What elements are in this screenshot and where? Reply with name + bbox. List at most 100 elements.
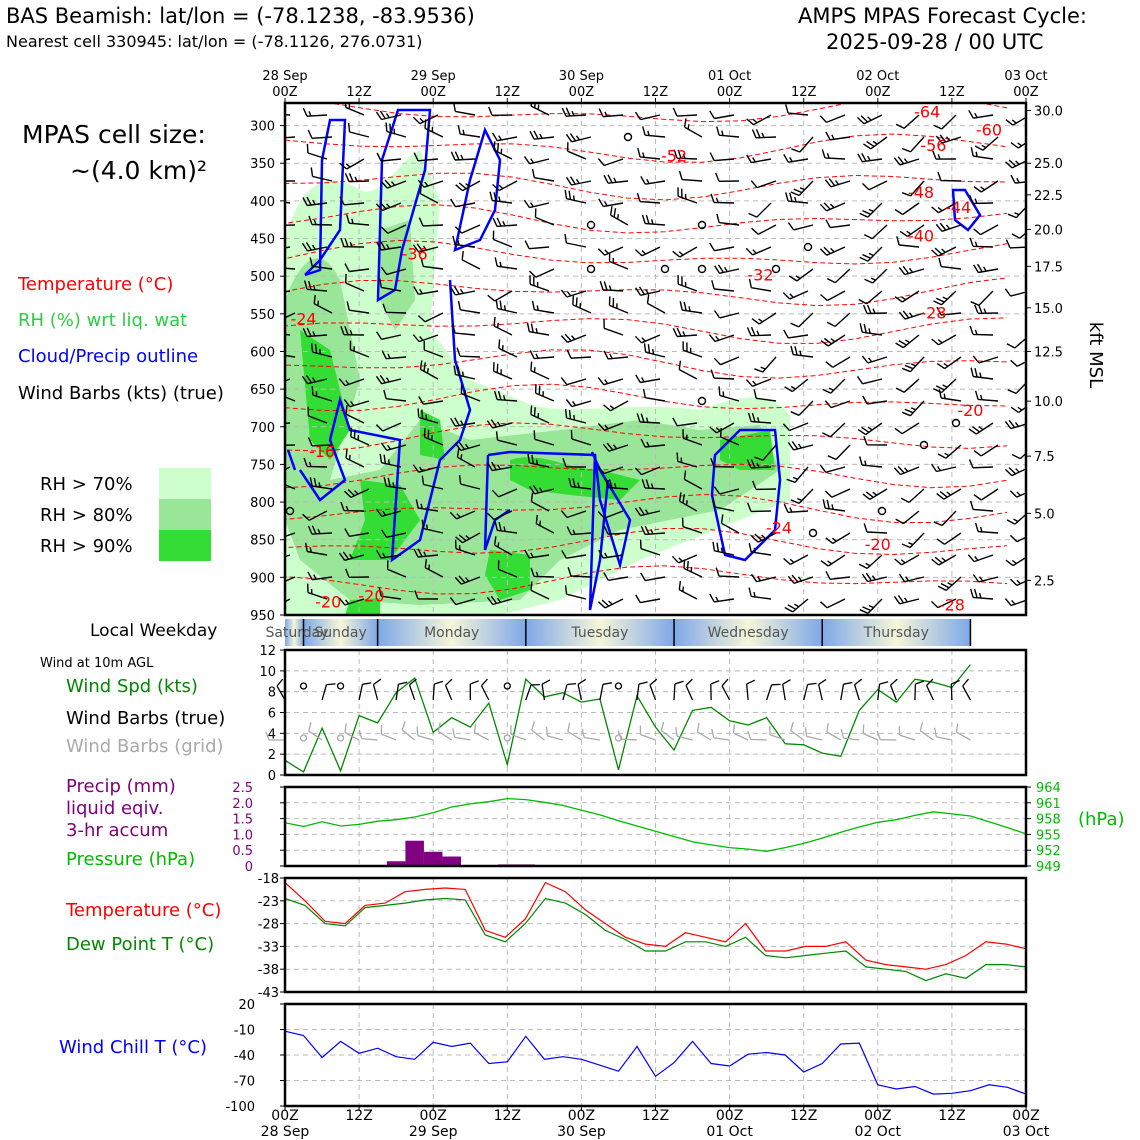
wind-barb <box>492 230 513 248</box>
wind-barb <box>820 598 846 609</box>
calm-wind-marker <box>877 506 887 516</box>
wind-barb <box>973 224 999 236</box>
bottom-x-tick-date: 28 Sep <box>261 1124 310 1140</box>
wind-barb-grid <box>437 722 453 741</box>
top-x-tick-hour: 00Z <box>865 85 891 100</box>
right-y-tick-label: 2.5 <box>1034 574 1055 589</box>
wind-barb <box>641 214 666 226</box>
wind-barb-true <box>372 678 382 701</box>
temperature-contour-label: -28 <box>939 595 965 614</box>
wind-barb <box>1009 534 1026 543</box>
right-y-tick-label: 12.5 <box>1034 345 1063 360</box>
calm-wind-marker <box>919 440 929 450</box>
wind-barb <box>285 466 291 471</box>
wind-barb <box>376 549 402 559</box>
windchill-line <box>284 1030 1027 1095</box>
wind-barb <box>309 477 333 490</box>
wind-barb <box>783 554 809 566</box>
temperature-contour-label: -36 <box>402 245 428 264</box>
wind-barb <box>972 574 999 583</box>
wind-barb <box>379 278 402 292</box>
wind-barb <box>677 187 698 204</box>
wind-y-tick-label: 2 <box>268 748 276 763</box>
wind-barb <box>783 154 809 163</box>
wind-barb <box>498 339 518 358</box>
wind-barb <box>383 477 407 490</box>
wind-barb <box>306 143 328 160</box>
weekday-name: Wednesday <box>708 625 789 641</box>
wind-barb <box>970 147 994 160</box>
wind-barb <box>820 290 846 302</box>
wind-barb <box>381 350 407 360</box>
legend-rh80-label: RH > 80% <box>40 505 133 526</box>
wind-barb <box>682 429 703 446</box>
wind-barb <box>375 508 402 517</box>
wind-barb <box>285 224 296 226</box>
precip-label-1: Precip (mm) <box>66 776 176 797</box>
wind-barb <box>825 570 851 580</box>
right-y-tick-label: 5.0 <box>1034 507 1055 522</box>
wind-barb <box>493 390 518 402</box>
wind-barb <box>677 275 698 292</box>
wind-speed-line <box>284 664 971 773</box>
wind-barb <box>931 246 957 257</box>
wind-barb <box>969 500 994 512</box>
wind-barb <box>713 356 740 366</box>
wind-barb <box>530 492 550 512</box>
wind-barb-grid <box>840 729 860 741</box>
wind-barb <box>412 464 439 473</box>
bottom-x-tick-hour: 00Z <box>271 1108 298 1124</box>
temperature-contour-label: -20 <box>957 401 983 420</box>
left-y-tick-label: 950 <box>250 609 275 624</box>
wind-barb <box>715 172 740 182</box>
wind-barb <box>457 300 481 314</box>
wind-barb <box>748 202 772 218</box>
left-y-tick-label: 750 <box>250 458 275 473</box>
wind-barb-grid <box>790 721 805 741</box>
wind-barb <box>487 510 513 521</box>
wind-barb <box>896 236 920 248</box>
wind-barb <box>708 334 735 343</box>
wind-barb <box>449 510 476 520</box>
bottom-x-tick-hour: 00Z <box>716 1108 743 1124</box>
wind-barb <box>419 360 439 380</box>
windchill-label: Wind Chill T (°C) <box>59 1037 207 1058</box>
wind-barb <box>634 506 661 517</box>
temperature-contour <box>285 317 1008 344</box>
weekday-band <box>822 619 971 646</box>
wind-barb <box>820 334 846 347</box>
precip-pressure-frame <box>283 785 1028 868</box>
wind-barb <box>712 497 735 512</box>
wind-barb <box>487 290 513 302</box>
wind-barb <box>453 103 476 116</box>
wind-barb <box>301 375 328 385</box>
wind-barb <box>347 123 370 138</box>
wind-barb-true <box>636 681 648 701</box>
wind-barb <box>524 240 550 250</box>
wind-barb <box>560 377 587 386</box>
wind-barb-grid <box>876 730 897 741</box>
rh90-region <box>300 330 350 460</box>
wind-barb <box>787 574 814 584</box>
wind-barb <box>901 180 925 197</box>
wind-barb <box>418 396 444 405</box>
wind-barb <box>420 257 444 270</box>
precip-bar <box>386 861 406 866</box>
precip-y-tick-label: 2.5 <box>232 781 253 796</box>
wind-barb-true <box>817 678 827 701</box>
wind-barb-grid <box>510 725 527 741</box>
calm-marker-true <box>503 682 511 690</box>
wind-barb <box>643 343 666 358</box>
temperature-contour <box>285 204 1008 234</box>
right-y-tick-label: 25.0 <box>1034 157 1063 172</box>
wind-barb <box>378 587 402 600</box>
wind-barb <box>640 572 666 582</box>
wind-barb <box>930 598 957 609</box>
wind-barb <box>285 554 291 558</box>
left-y-tick-label: 450 <box>250 233 275 248</box>
wind-barb <box>747 502 772 513</box>
wind-barb <box>682 341 703 358</box>
wind-barb <box>528 485 555 495</box>
wind-barb-grid <box>732 724 749 741</box>
wind-barb <box>455 532 481 544</box>
